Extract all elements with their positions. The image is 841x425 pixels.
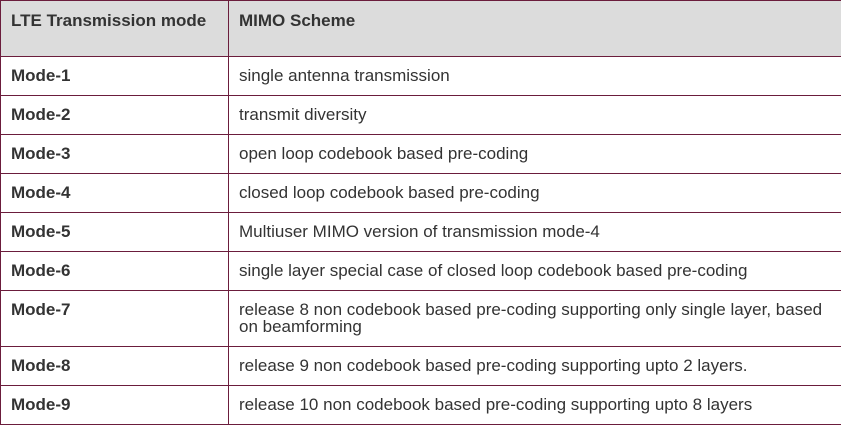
scheme-cell: transmit diversity	[229, 96, 841, 135]
scheme-cell: release 10 non codebook based pre-coding…	[229, 386, 841, 425]
mode-cell: Mode-7	[1, 291, 229, 347]
mode-cell: Mode-4	[1, 174, 229, 213]
mode-cell: Mode-3	[1, 135, 229, 174]
table-header-row: LTE Transmission mode MIMO Scheme	[1, 1, 841, 57]
mode-cell: Mode-1	[1, 57, 229, 96]
mode-cell: Mode-8	[1, 347, 229, 386]
header-transmission-mode: LTE Transmission mode	[1, 1, 229, 57]
scheme-cell: single layer special case of closed loop…	[229, 252, 841, 291]
mode-cell: Mode-2	[1, 96, 229, 135]
table-row: Mode-6 single layer special case of clos…	[1, 252, 841, 291]
header-mimo-scheme: MIMO Scheme	[229, 1, 841, 57]
table-row: Mode-8 release 9 non codebook based pre-…	[1, 347, 841, 386]
scheme-cell: single antenna transmission	[229, 57, 841, 96]
mode-cell: Mode-9	[1, 386, 229, 425]
scheme-cell: release 8 non codebook based pre-coding …	[229, 291, 841, 347]
scheme-cell: Multiuser MIMO version of transmission m…	[229, 213, 841, 252]
table-row: Mode-1 single antenna transmission	[1, 57, 841, 96]
scheme-cell: release 9 non codebook based pre-coding …	[229, 347, 841, 386]
mode-cell: Mode-5	[1, 213, 229, 252]
table-row: Mode-2 transmit diversity	[1, 96, 841, 135]
table-row: Mode-9 release 10 non codebook based pre…	[1, 386, 841, 425]
table-row: Mode-4 closed loop codebook based pre-co…	[1, 174, 841, 213]
table-row: Mode-7 release 8 non codebook based pre-…	[1, 291, 841, 347]
mode-cell: Mode-6	[1, 252, 229, 291]
table-row: Mode-3 open loop codebook based pre-codi…	[1, 135, 841, 174]
scheme-cell: closed loop codebook based pre-coding	[229, 174, 841, 213]
scheme-cell: open loop codebook based pre-coding	[229, 135, 841, 174]
table-row: Mode-5 Multiuser MIMO version of transmi…	[1, 213, 841, 252]
